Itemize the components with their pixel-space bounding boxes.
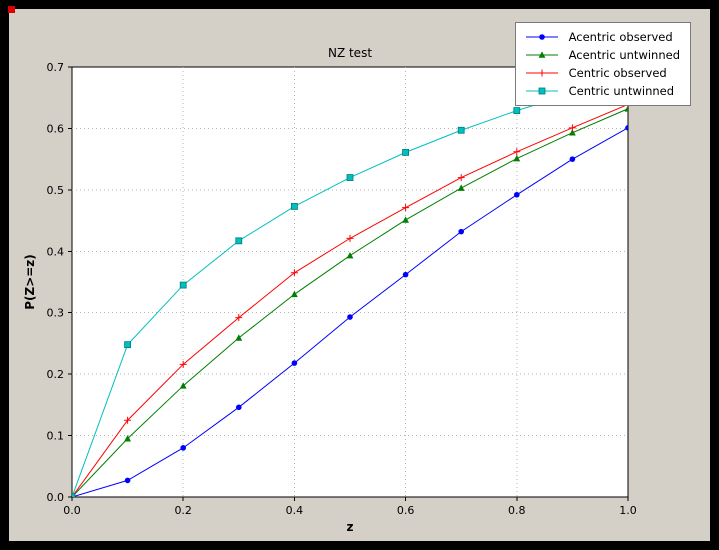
cursor-artifact [8,6,15,13]
series-marker [569,129,576,136]
series-marker [402,204,410,212]
series-marker [124,416,132,424]
x-tick-label: 0.4 [286,504,304,517]
series-marker [346,174,354,181]
series-marker [514,191,520,198]
x-tick-label: 1.0 [619,504,637,517]
legend-item-centric-observed: Centric observed [523,64,680,82]
y-axis-label: P(Z>=z) [23,254,37,310]
series-marker [291,360,298,366]
series-marker [291,290,298,298]
chart-title: NZ test [327,46,373,60]
x-tick-label: 0.8 [508,504,526,517]
series-marker [568,124,576,132]
x-tick-label: 0.6 [397,504,415,517]
series-marker [346,251,354,259]
y-tick-label: 0.4 [47,245,65,258]
x-tick-label: 0.2 [174,504,192,517]
series-marker [402,271,409,278]
series-marker [179,382,187,389]
series-marker [457,126,465,134]
series-marker [458,228,465,235]
series-marker [290,269,298,277]
series-marker [72,493,76,497]
x-tick-label: 0.0 [63,504,81,517]
series-marker [236,404,242,411]
series-marker [179,360,187,368]
legend-key-centric-untwinned-icon [525,87,558,95]
y-tick-label: 0.0 [47,491,65,504]
legend-key-acentric-untwinned-icon [525,51,558,58]
legend-label: Centric untwinned [568,84,675,98]
y-tick-label: 0.3 [47,307,65,320]
series-marker [124,477,131,484]
series-marker [513,107,521,115]
series-marker [457,174,465,182]
y-tick-label: 0.6 [47,122,65,135]
legend-item-acentric-untwinned: Acentric untwinned [523,46,680,64]
legend-item-centric-untwinned: Centric untwinned [523,82,680,100]
series-marker [290,203,298,210]
x-axis-label: z [346,520,354,534]
series-marker [346,234,354,242]
axes-frame [71,66,629,498]
legend-key-centric-observed-icon [525,69,558,77]
series-marker [538,87,545,95]
series-marker [513,148,521,156]
y-tick-label: 0.5 [47,184,65,197]
series-marker [180,445,186,451]
series-marker [124,435,131,442]
legend-label: Acentric observed [568,30,673,44]
y-tick-label: 0.2 [47,368,65,381]
legend: Acentric observed Acentric untwinned Cen… [514,22,691,106]
y-tick-label: 0.7 [47,61,65,74]
series-marker [538,51,545,58]
legend-label: Acentric untwinned [568,48,680,62]
series-marker [538,34,545,40]
legend-item-acentric-observed: Acentric observed [523,28,680,46]
series-marker [347,314,353,320]
series-marker [235,314,243,322]
series-marker [235,237,243,245]
series-marker [625,125,628,131]
series-marker [624,105,628,112]
series-marker [569,156,576,162]
series-marker [457,184,465,191]
series-marker [124,341,131,349]
y-tick-label: 0.1 [47,430,65,443]
legend-label: Centric observed [568,66,667,80]
series-marker [235,334,243,341]
legend-key-acentric-observed-icon [525,34,558,40]
series-marker [402,148,410,156]
series-marker [538,69,546,77]
series-marker [402,216,409,223]
series-marker [179,281,187,289]
series-marker [513,154,521,162]
